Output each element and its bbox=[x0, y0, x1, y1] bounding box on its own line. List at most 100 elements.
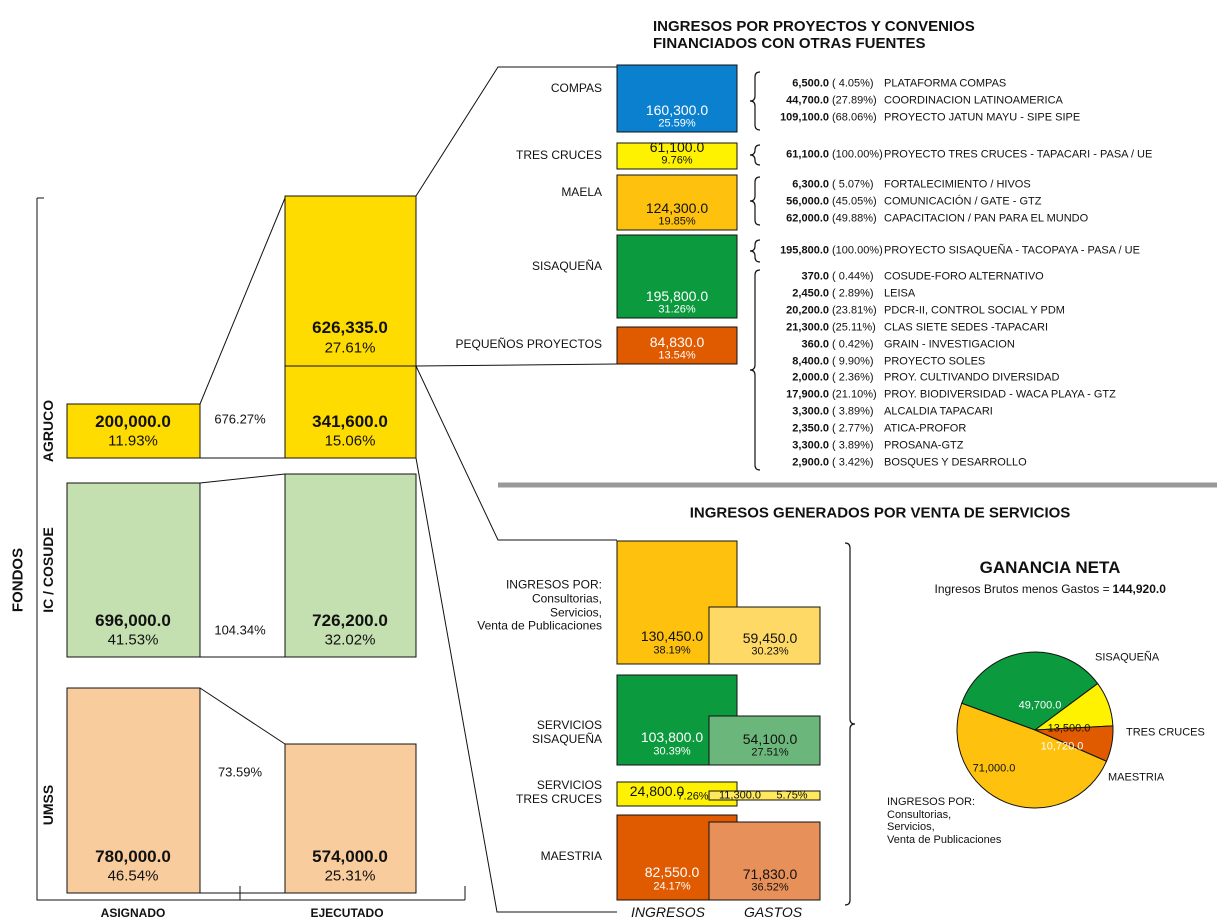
item-percent: ( 5.07%) bbox=[832, 178, 874, 191]
slice-value: 13,500.0 bbox=[1047, 722, 1091, 735]
brace bbox=[749, 176, 761, 226]
item-desc: PROYECTO SISAQUEÑA - TACOPAYA - PASA / U… bbox=[884, 244, 1140, 257]
connector bbox=[199, 687, 286, 745]
percent: 11.93% bbox=[108, 432, 158, 450]
pie-total: 144,920.0 bbox=[1112, 582, 1166, 597]
gasto-box bbox=[708, 715, 821, 766]
connector bbox=[199, 473, 286, 484]
item-amount: 61,100.0 bbox=[786, 148, 829, 161]
slice-label: SISAQUEÑA bbox=[1095, 651, 1160, 664]
item-desc: PROYECTO TRES CRUCES - TAPACARI - PASA /… bbox=[884, 148, 1153, 161]
percent: 27.51% bbox=[751, 746, 789, 759]
item-desc: PROYECTO SOLES bbox=[884, 355, 986, 368]
item-percent: ( 0.44%) bbox=[832, 270, 874, 283]
service-name: INGRESOS POR: Consultorias, Servicios, V… bbox=[477, 577, 602, 633]
section-title: INGRESOS POR PROYECTOS Y CONVENIOS FINAN… bbox=[653, 18, 975, 53]
item-desc: CAPACITACION / PAN PARA EL MUNDO bbox=[884, 212, 1089, 225]
item-amount: 109,100.0 bbox=[780, 111, 829, 124]
item-percent: (21.10%) bbox=[832, 388, 877, 401]
gasto-box bbox=[708, 821, 821, 901]
item-amount: 360.0 bbox=[801, 338, 829, 351]
item-desc: COMUNICACIÓN / GATE - GTZ bbox=[884, 195, 1042, 208]
item-amount: 21,300.0 bbox=[786, 321, 829, 334]
project-name: PEQUEÑOS PROYECTOS bbox=[455, 336, 602, 351]
asignado-box bbox=[66, 482, 201, 658]
brace bbox=[749, 71, 761, 131]
item-percent: (68.06%) bbox=[832, 111, 877, 124]
slice-value: 10,720.0 bbox=[1040, 740, 1084, 753]
asignado-box bbox=[66, 687, 201, 894]
ratio: 73.59% bbox=[217, 764, 263, 780]
percent: 36.52% bbox=[751, 881, 789, 894]
item-percent: ( 3.89%) bbox=[832, 405, 874, 418]
item-amount: 6,300.0 bbox=[792, 178, 829, 191]
item-amount: 2,000.0 bbox=[792, 372, 829, 385]
item-percent: ( 9.90%) bbox=[832, 355, 874, 368]
percent: 30.23% bbox=[751, 645, 789, 658]
item-desc: ALCALDIA TAPACARI bbox=[884, 405, 993, 418]
item-percent: ( 4.05%) bbox=[832, 77, 874, 90]
fund-name: AGRUCO bbox=[39, 399, 56, 463]
percent: 31.26% bbox=[658, 303, 696, 316]
percent: 25.59% bbox=[658, 117, 696, 130]
pie-subtitle: Ingresos Brutos menos Gastos = bbox=[934, 582, 1113, 597]
pie-slice bbox=[956, 702, 1108, 809]
item-percent: ( 2.36%) bbox=[832, 372, 874, 385]
percent: 9.76% bbox=[661, 154, 693, 167]
slice-value: 49,700.0 bbox=[1018, 699, 1062, 712]
value: 160,300.0 bbox=[645, 101, 709, 118]
project-name: MAELA bbox=[561, 184, 602, 199]
percent: 32.02% bbox=[324, 631, 376, 649]
item-desc: PROYECTO JATUN MAYU - SIPE SIPE bbox=[884, 111, 1081, 124]
ejecutado-box bbox=[284, 743, 417, 894]
percent: 13.54% bbox=[658, 349, 696, 362]
item-percent: ( 0.42%) bbox=[832, 338, 874, 351]
project-name: TRES CRUCES bbox=[515, 148, 602, 163]
item-percent: (45.05%) bbox=[832, 195, 877, 208]
value: 124,300.0 bbox=[645, 199, 709, 216]
item-percent: ( 2.89%) bbox=[832, 287, 874, 300]
item-percent: (49.88%) bbox=[832, 212, 877, 225]
value: 84,830.0 bbox=[649, 333, 705, 350]
item-amount: 56,000.0 bbox=[786, 195, 829, 208]
percent: 25.31% bbox=[324, 867, 376, 885]
ratio: 676.27% bbox=[214, 411, 266, 427]
project-box bbox=[616, 174, 738, 231]
project-box bbox=[616, 142, 738, 170]
value: 103,800.0 bbox=[640, 728, 704, 745]
item-percent: ( 2.77%) bbox=[832, 422, 874, 435]
item-desc: PLATAFORMA COMPAS bbox=[884, 77, 1007, 90]
item-desc: PROY. BIODIVERSIDAD - WACA PLAYA - GTZ bbox=[884, 388, 1116, 401]
percent: 24.17% bbox=[653, 880, 691, 893]
item-amount: 2,900.0 bbox=[792, 456, 829, 469]
item-amount: 44,700.0 bbox=[786, 94, 829, 107]
item-desc: COORDINACION LATINOAMERICA bbox=[884, 94, 1063, 107]
column-label: GASTOS bbox=[743, 903, 803, 920]
item-desc: PROSANA-GTZ bbox=[884, 439, 964, 452]
brace bbox=[749, 144, 761, 166]
item-amount: 20,200.0 bbox=[786, 304, 829, 317]
ratio: 104.34% bbox=[214, 622, 266, 638]
item-percent: ( 3.89%) bbox=[832, 439, 874, 452]
value: 82,550.0 bbox=[644, 863, 700, 880]
value: 130,450.0 bbox=[640, 627, 704, 644]
item-amount: 370.0 bbox=[801, 270, 829, 283]
percent: 46.54% bbox=[107, 867, 159, 885]
percent: 15.06% bbox=[324, 432, 376, 450]
connector bbox=[415, 66, 617, 197]
ejecutado-box bbox=[284, 473, 417, 658]
value: 726,200.0 bbox=[312, 611, 388, 631]
item-amount: 3,300.0 bbox=[792, 439, 829, 452]
item-desc: ATICA-PROFOR bbox=[884, 422, 967, 435]
value: 341,600.0 bbox=[312, 412, 388, 432]
percent: 30.39% bbox=[653, 745, 691, 758]
item-desc: COSUDE-FORO ALTERNATIVO bbox=[884, 270, 1044, 283]
value: 11,300.0 bbox=[718, 789, 762, 802]
project-box bbox=[616, 64, 738, 133]
value: 54,100.0 bbox=[742, 730, 798, 747]
service-name: SERVICIOS TRES CRUCES bbox=[515, 778, 602, 806]
item-desc: BOSQUES Y DESARROLLO bbox=[884, 456, 1027, 469]
project-name: COMPAS bbox=[550, 80, 602, 95]
value: 71,830.0 bbox=[742, 865, 798, 882]
